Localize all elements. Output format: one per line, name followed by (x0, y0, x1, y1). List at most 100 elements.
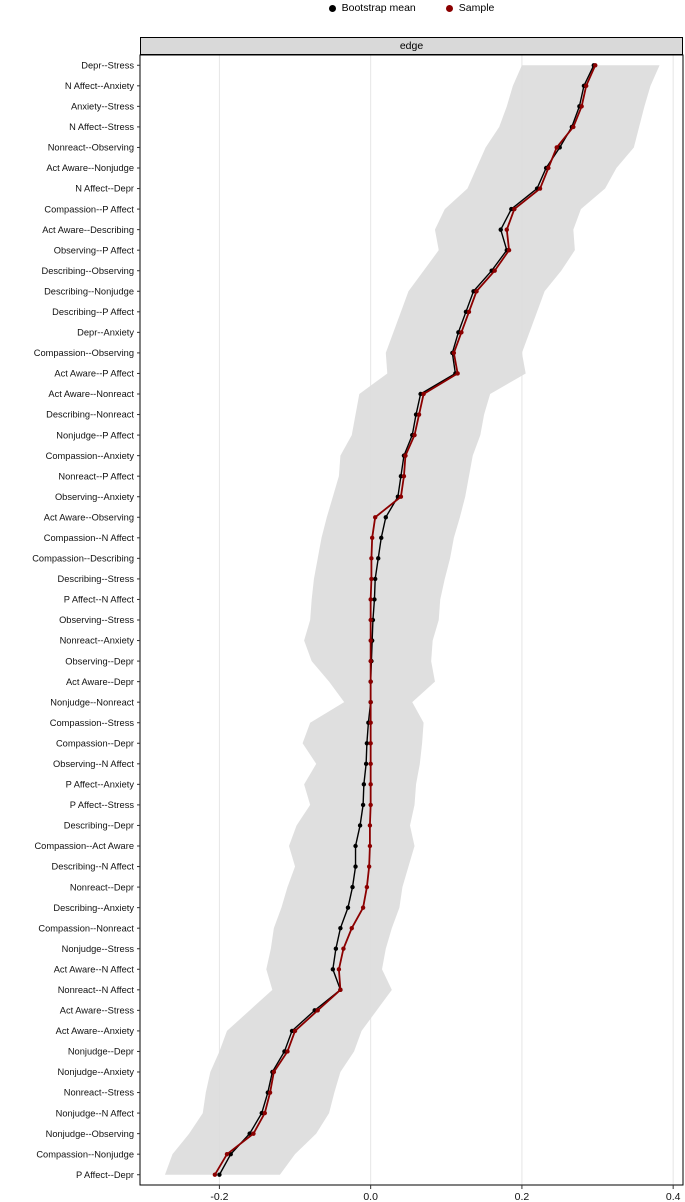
bootstrap-mean-point (379, 535, 384, 541)
sample-point (368, 761, 373, 767)
y-axis-label: N Affect--Anxiety (65, 81, 134, 91)
y-axis-label: Describing--Observing (42, 266, 134, 276)
sample-point (421, 391, 426, 397)
bootstrap-mean-point (456, 330, 461, 335)
y-axis-label: Describing--Nonjudge (44, 286, 134, 296)
y-axis-label: Act Aware--Observing (44, 512, 134, 522)
x-axis-tick-label: 0.2 (515, 1191, 530, 1202)
facet-strip-label: edge (399, 40, 424, 52)
bootstrap-mean-point (418, 391, 423, 397)
sample-point (338, 987, 343, 993)
y-axis-label: Compassion--Depr (56, 738, 134, 748)
sample-point (368, 638, 373, 643)
bootstrap-mean-point (372, 597, 377, 602)
sample-point (368, 741, 373, 746)
sample-point (315, 1008, 320, 1013)
y-axis-label: Nonjudge--P Affect (56, 430, 134, 440)
x-axis-tick-label: 0.0 (363, 1191, 378, 1202)
sample-point (251, 1131, 256, 1136)
y-axis-label: Observing--N Affect (53, 759, 134, 769)
sample-point (369, 556, 374, 561)
y-axis-label: Nonjudge--Nonreact (50, 697, 134, 707)
sample-point (401, 473, 407, 479)
legend-label-sample: Sample (458, 2, 495, 14)
sample-point (224, 1151, 230, 1157)
bootstrap-mean-point (350, 884, 355, 890)
y-axis-label: Describing--Stress (58, 574, 135, 584)
sample-point (364, 884, 370, 890)
y-axis-label: Act Aware--Describing (42, 225, 134, 235)
y-axis-label: Compassion--Stress (50, 718, 135, 728)
sample-point (512, 206, 517, 212)
x-axis-tick-label: 0.4 (666, 1191, 681, 1202)
y-axis-label: Nonreact--P Affect (58, 471, 134, 481)
y-axis-label: Compassion--Nonjudge (36, 1149, 134, 1159)
y-axis-label: Compassion--Anxiety (46, 451, 135, 461)
bootstrap-mean-point (398, 473, 404, 479)
sample-point (506, 247, 512, 253)
sample-point (360, 905, 366, 910)
sample-point (368, 782, 373, 787)
sample-dot-icon (445, 4, 453, 12)
sample-point (367, 843, 373, 849)
sample-point (412, 432, 417, 438)
y-axis-label: N Affect--Stress (69, 122, 134, 132)
y-axis-label: P Affect--Anxiety (66, 780, 135, 790)
sample-point (466, 309, 472, 315)
y-axis-label: P Affect--Stress (70, 800, 135, 810)
bootstrap-mean-point (363, 761, 369, 767)
sample-point (369, 535, 375, 541)
sample-point (398, 494, 404, 499)
y-axis-label: Observing--P Affect (54, 245, 135, 255)
y-axis-label: Nonjudge--Depr (68, 1047, 134, 1057)
y-axis-label: Act Aware--Depr (66, 677, 134, 687)
sample-point (367, 823, 373, 828)
y-axis-label: Compassion--Describing (32, 554, 134, 564)
sample-point (579, 104, 584, 109)
y-axis-label: Compassion--P Affect (44, 204, 134, 214)
bootstrap-mean-point (217, 1172, 222, 1177)
sample-point (537, 186, 543, 191)
y-axis-label: Act Aware--Stress (60, 1006, 135, 1016)
sample-point (451, 350, 457, 356)
sample-point (368, 617, 373, 623)
sample-point (368, 802, 373, 808)
bootstrap-mean-point (413, 412, 419, 417)
sample-point (504, 227, 509, 232)
y-axis-label: Compassion--N Affect (44, 533, 135, 543)
sample-point (366, 864, 372, 869)
sample-point (554, 145, 559, 150)
bootstrap-mean-point (259, 1110, 264, 1116)
sample-point (368, 679, 373, 684)
sample-point (341, 946, 346, 951)
sample-point (368, 658, 373, 664)
y-axis-label: Compassion--Nonreact (38, 923, 134, 933)
sample-point (267, 1090, 273, 1095)
y-axis-label: Nonreact--Depr (70, 882, 134, 892)
y-axis-label: Act Aware--Nonreact (48, 389, 134, 399)
bootstrap-mean-point (353, 843, 358, 849)
y-axis-label: Depr--Anxiety (77, 328, 134, 338)
legend-label-bootstrap-mean: Bootstrap mean (341, 2, 416, 14)
sample-point (403, 453, 408, 458)
sample-point (212, 1172, 218, 1177)
y-axis-label: Nonjudge--Observing (46, 1129, 134, 1139)
bootstrap-mean-point (372, 576, 378, 582)
sample-point (455, 371, 460, 376)
y-axis-label: Act Aware--Anxiety (56, 1026, 135, 1036)
y-axis-label: Describing--Nonreact (46, 410, 134, 420)
bootstrap-mean-point (463, 309, 469, 315)
sample-point (593, 63, 598, 68)
sample-point (372, 515, 378, 520)
sample-point (459, 330, 464, 335)
y-axis-label: Nonreact--Observing (48, 143, 134, 153)
sample-point (262, 1110, 267, 1116)
bootstrap-mean-point (330, 967, 336, 972)
bootstrap-mean-dot-icon (328, 4, 336, 12)
bootstrap-mean-point (509, 206, 514, 212)
y-axis-label: Observing--Stress (59, 615, 134, 625)
x-axis-tick-label: -0.2 (210, 1191, 228, 1202)
y-axis-label: Nonjudge--Stress (62, 944, 135, 954)
